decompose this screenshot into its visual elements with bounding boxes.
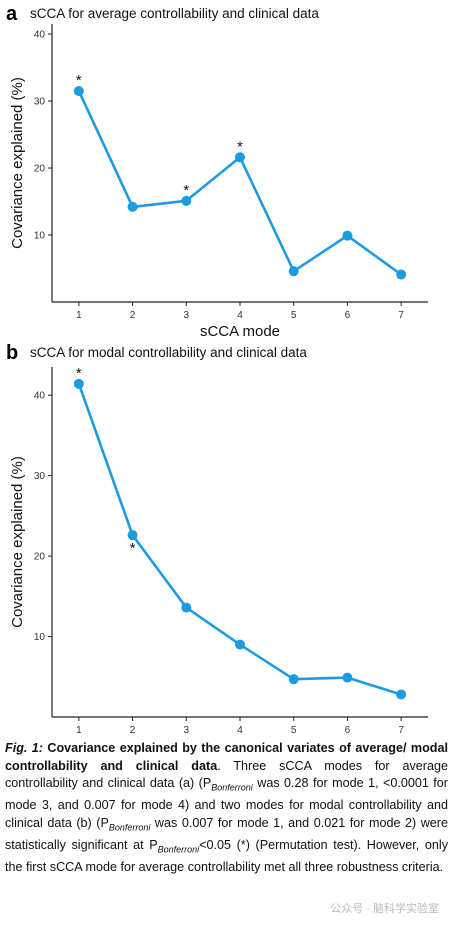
data-point	[235, 639, 245, 650]
figure-caption: Fig. 1: Covariance explained by the cano…	[5, 740, 448, 876]
x-tick-label: 5	[291, 725, 297, 736]
data-point	[181, 195, 192, 206]
data-point	[73, 85, 84, 96]
series-line	[77, 90, 402, 276]
significance-star: *	[183, 182, 189, 199]
chart-b: b sCCA for modal controllability and clin…	[6, 342, 428, 740]
x-tick-label: 3	[184, 725, 190, 736]
x-tick-label: 3	[184, 310, 190, 321]
y-axis-label: Covariance explained (%)	[9, 77, 26, 249]
y-tick-label: 20	[34, 552, 46, 563]
data-point	[127, 530, 138, 541]
x-tick-label: 4	[237, 725, 243, 736]
x-tick-label: 1	[76, 310, 82, 321]
y-tick-label: 10	[34, 632, 46, 643]
y-tick-label: 20	[34, 164, 46, 175]
caption-text-3: was 0.007 for mode 1, and 0.021 for mode…	[5, 815, 448, 852]
caption-text-2: was 0.28 for mode 1, <0.0001 for mode 3,…	[5, 776, 448, 830]
significance-star: *	[130, 540, 136, 557]
x-tick-label: 5	[291, 310, 297, 321]
x-tick-label: 2	[130, 725, 136, 736]
significance-star: *	[76, 365, 82, 382]
data-point	[235, 152, 245, 163]
x-tick-label: 2	[130, 310, 136, 321]
data-point	[288, 266, 299, 277]
y-tick-label: 30	[34, 471, 46, 482]
y-tick-label: 30	[34, 97, 46, 108]
caption-title: Covariance explained by the canonical va…	[5, 741, 448, 773]
caption-text-4: <0.05 (*) (Permutation test). However, o…	[5, 837, 448, 874]
chart-title: sCCA for average controllability and cli…	[30, 6, 319, 21]
chart-title: sCCA for modal controllability and clini…	[30, 345, 307, 360]
chart-a: a sCCA for average controllability and cl…	[6, 3, 428, 340]
caption-text-1: . Three sCCA modes for average controlla…	[5, 758, 448, 791]
panel-letter: a	[6, 3, 18, 25]
x-tick-label: 6	[345, 725, 351, 736]
caption-fig-label: Fig. 1:	[5, 741, 43, 755]
x-tick-label: 6	[345, 310, 351, 321]
significance-star: *	[237, 138, 243, 155]
caption-sub-3: Bonferroni	[157, 844, 200, 855]
x-axis-label: sCCA mode	[200, 323, 280, 340]
y-tick-label: 10	[34, 231, 46, 242]
data-point	[288, 674, 299, 685]
data-point	[181, 602, 192, 613]
x-tick-label: 7	[398, 310, 404, 321]
y-axis-label: Covariance explained (%)	[9, 456, 26, 628]
y-tick-label: 40	[34, 30, 46, 41]
data-point	[73, 378, 84, 389]
caption-sub-2: Bonferroni	[108, 822, 151, 833]
x-axis-label: sCCA mode	[200, 738, 280, 740]
data-point	[127, 201, 138, 212]
x-tick-label: 7	[398, 725, 404, 736]
caption-sub-1: Bonferroni	[211, 782, 253, 793]
data-point	[396, 689, 407, 700]
y-tick-label: 40	[34, 391, 46, 402]
data-point	[396, 269, 407, 280]
watermark: 公众号 · 脑科学实验室	[330, 903, 439, 915]
significance-star: *	[76, 72, 82, 89]
panel-letter: b	[6, 342, 18, 364]
x-tick-label: 1	[76, 725, 82, 736]
data-point	[342, 672, 353, 683]
x-tick-label: 4	[237, 310, 243, 321]
data-point	[342, 230, 353, 241]
